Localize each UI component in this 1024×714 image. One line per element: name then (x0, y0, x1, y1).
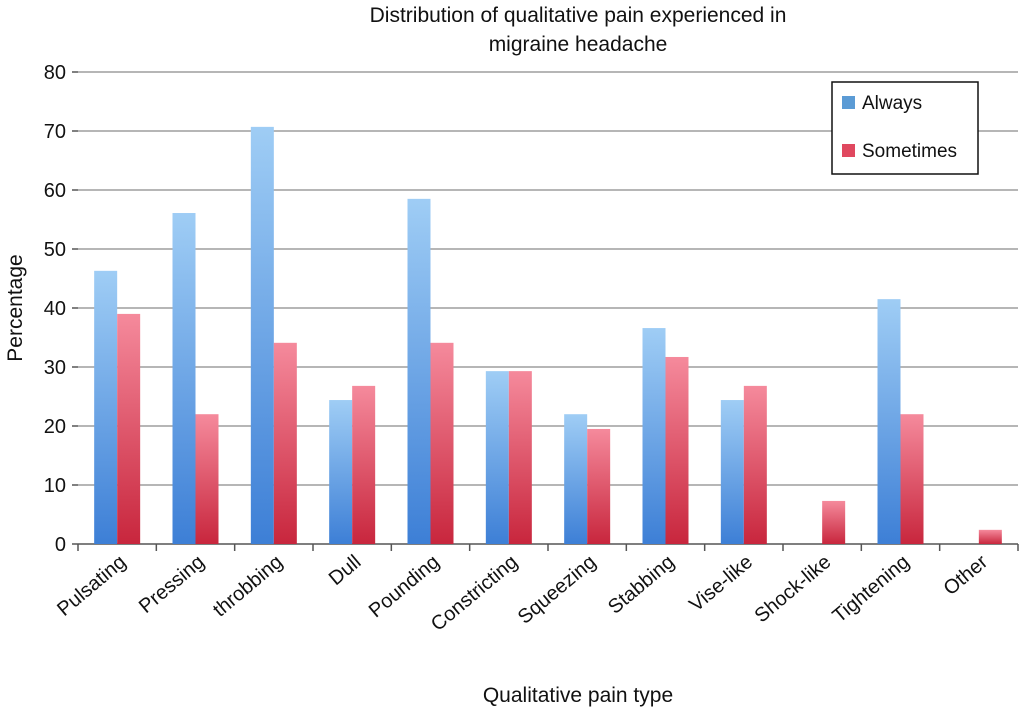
y-tick-label: 70 (44, 121, 66, 143)
bar-sometimes-pulsating (117, 313, 141, 544)
x-category-label: Squeezing (514, 551, 601, 629)
bar-sometimes-other (978, 529, 1002, 544)
chart-title-line-1: Distribution of qualitative pain experie… (370, 4, 787, 27)
gridlines (72, 71, 1019, 551)
bar-always-dull (329, 400, 353, 544)
x-category-label: Shock-like (751, 551, 836, 627)
bars (94, 126, 1002, 545)
x-category-label: Pulsating (53, 551, 130, 621)
y-axis-title: Percentage (4, 254, 27, 361)
bar-always-squeezing (564, 414, 588, 544)
bar-sometimes-throbbing (273, 342, 297, 544)
bar-always-constricting (485, 371, 509, 544)
x-axis-title: Qualitative pain type (483, 684, 673, 707)
bar-sometimes-vise-like (743, 385, 767, 544)
bar-always-throbbing (250, 126, 274, 545)
x-category-label: Tightening (829, 551, 914, 627)
bar-always-tightening (877, 299, 901, 544)
bar-always-pulsating (94, 270, 118, 544)
legend-label-sometimes: Sometimes (862, 141, 957, 162)
x-category-label: Constricting (427, 551, 522, 636)
y-tick-label: 0 (55, 534, 66, 556)
legend-swatch-sometimes (842, 144, 855, 157)
y-tick-label: 50 (44, 239, 66, 261)
bar-sometimes-stabbing (665, 356, 689, 544)
legend-box (831, 81, 979, 175)
y-tick-label: 80 (44, 62, 66, 84)
legend-label-always: Always (862, 93, 922, 114)
bar-always-vise-like (720, 400, 744, 544)
x-category-label: Stabbing (604, 551, 679, 619)
bar-sometimes-pressing (195, 414, 219, 544)
bar-sometimes-squeezing (587, 428, 611, 544)
x-category-label: Pressing (135, 551, 209, 618)
y-tick-label: 40 (44, 298, 66, 320)
bar-sometimes-tightening (900, 414, 924, 544)
x-category-label: Vise-like (685, 551, 757, 616)
y-tick-label: 30 (44, 357, 66, 379)
bar-always-pounding (407, 198, 431, 544)
bar-always-stabbing (642, 328, 666, 544)
x-axis-categories: Pulsating Pressing throbbing Dull PoundingCo… (53, 551, 992, 636)
x-category-label: Dull (325, 551, 366, 590)
y-axis-ticks: 0 10 20 30 40 50 60 70 80 (44, 62, 66, 556)
bar-sometimes-constricting (508, 371, 532, 544)
legend: Always Sometimes (831, 81, 979, 175)
chart-title-line-2: migraine headache (489, 33, 668, 56)
y-tick-label: 10 (44, 475, 66, 497)
y-tick-label: 20 (44, 416, 66, 438)
bar-sometimes-pounding (430, 342, 454, 544)
legend-swatch-always (842, 96, 855, 109)
bar-always-pressing (172, 213, 196, 544)
bar-sometimes-shock-like (822, 500, 846, 544)
x-category-label: Other (940, 551, 993, 600)
y-tick-label: 60 (44, 180, 66, 202)
x-category-label: Pounding (365, 551, 444, 622)
x-category-label: throbbing (209, 551, 287, 621)
bar-sometimes-dull (352, 385, 376, 544)
